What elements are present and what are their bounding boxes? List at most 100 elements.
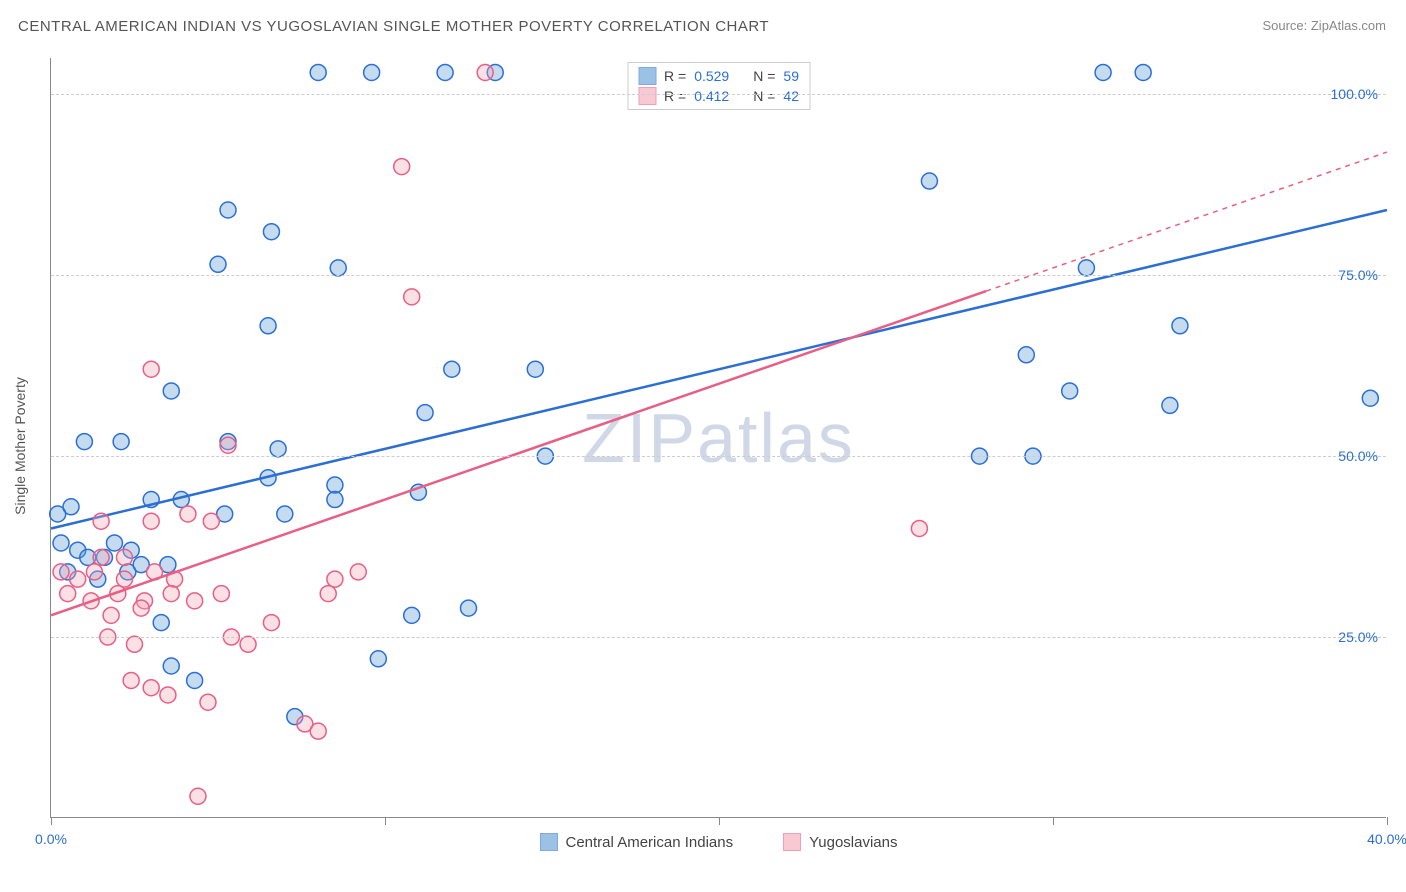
data-point <box>404 607 420 623</box>
data-point <box>213 586 229 602</box>
y-tick-label: 25.0% <box>1338 629 1378 645</box>
data-point <box>106 535 122 551</box>
data-point <box>263 224 279 240</box>
data-point <box>210 256 226 272</box>
data-point <box>437 64 453 80</box>
data-point <box>200 694 216 710</box>
data-point <box>394 159 410 175</box>
x-tick <box>385 817 386 825</box>
data-point <box>327 492 343 508</box>
chart-title: CENTRAL AMERICAN INDIAN VS YUGOSLAVIAN S… <box>18 18 769 35</box>
legend-swatch-2 <box>638 87 656 105</box>
data-point <box>1162 397 1178 413</box>
data-point <box>327 571 343 587</box>
data-point <box>1062 383 1078 399</box>
legend-stats-box: R = 0.529 N = 59 R = 0.412 N = 42 <box>627 62 810 110</box>
legend-item-2: Yugoslavians <box>783 833 897 851</box>
y-tick-label: 50.0% <box>1338 448 1378 464</box>
data-point <box>1172 318 1188 334</box>
data-point <box>187 593 203 609</box>
legend-item-swatch-1 <box>540 833 558 851</box>
r-label-2: R = <box>664 88 686 104</box>
data-point <box>263 615 279 631</box>
n-value-2: 42 <box>783 88 799 104</box>
data-point <box>1135 64 1151 80</box>
legend-swatch-1 <box>638 67 656 85</box>
data-point <box>53 564 69 580</box>
data-point <box>260 318 276 334</box>
data-point <box>143 680 159 696</box>
trend-line <box>51 210 1387 528</box>
data-point <box>63 499 79 515</box>
data-point <box>93 549 109 565</box>
data-point <box>143 513 159 529</box>
data-point <box>310 64 326 80</box>
r-value-2: 0.412 <box>694 88 729 104</box>
data-point <box>113 434 129 450</box>
gridline <box>51 94 1386 95</box>
data-point <box>116 571 132 587</box>
data-point <box>123 672 139 688</box>
data-point <box>1078 260 1094 276</box>
n-label-1: N = <box>753 68 775 84</box>
data-point <box>160 687 176 703</box>
data-point <box>76 434 92 450</box>
source-value: ZipAtlas.com <box>1311 18 1386 33</box>
data-point <box>180 506 196 522</box>
data-point <box>364 64 380 80</box>
trend-line-extrapolated <box>986 152 1387 291</box>
y-tick-label: 75.0% <box>1338 267 1378 283</box>
data-point <box>153 615 169 631</box>
data-point <box>163 586 179 602</box>
y-axis-label: Single Mother Poverty <box>12 377 28 515</box>
data-point <box>461 600 477 616</box>
x-tick <box>1387 817 1388 825</box>
x-tick-label: 40.0% <box>1367 831 1406 847</box>
legend-item-label-1: Central American Indians <box>566 834 734 851</box>
data-point <box>127 636 143 652</box>
data-point <box>527 361 543 377</box>
legend-series: Central American Indians Yugoslavians <box>51 833 1386 851</box>
n-value-1: 59 <box>783 68 799 84</box>
data-point <box>60 586 76 602</box>
data-point <box>417 405 433 421</box>
legend-item-1: Central American Indians <box>540 833 734 851</box>
data-point <box>444 361 460 377</box>
data-point <box>310 723 326 739</box>
data-point <box>270 441 286 457</box>
source-attribution: Source: ZipAtlas.com <box>1262 18 1386 33</box>
data-point <box>163 383 179 399</box>
data-point <box>53 535 69 551</box>
data-point <box>93 513 109 529</box>
data-point <box>133 600 149 616</box>
chart-svg <box>51 58 1387 818</box>
data-point <box>163 658 179 674</box>
data-point <box>320 586 336 602</box>
x-tick <box>719 817 720 825</box>
data-point <box>327 477 343 493</box>
r-value-1: 0.529 <box>694 68 729 84</box>
data-point <box>1095 64 1111 80</box>
trend-line <box>51 291 986 615</box>
data-point <box>277 506 293 522</box>
data-point <box>116 549 132 565</box>
gridline <box>51 456 1386 457</box>
data-point <box>404 289 420 305</box>
data-point <box>220 202 236 218</box>
data-point <box>1018 347 1034 363</box>
data-point <box>190 788 206 804</box>
data-point <box>240 636 256 652</box>
y-tick-label: 100.0% <box>1331 86 1378 102</box>
legend-item-swatch-2 <box>783 833 801 851</box>
r-label-1: R = <box>664 68 686 84</box>
data-point <box>103 607 119 623</box>
x-tick <box>51 817 52 825</box>
data-point <box>203 513 219 529</box>
x-tick <box>1053 817 1054 825</box>
data-point <box>143 361 159 377</box>
legend-stats-row-1: R = 0.529 N = 59 <box>638 67 799 85</box>
data-point <box>330 260 346 276</box>
data-point <box>350 564 366 580</box>
data-point <box>70 571 86 587</box>
data-point <box>86 564 102 580</box>
